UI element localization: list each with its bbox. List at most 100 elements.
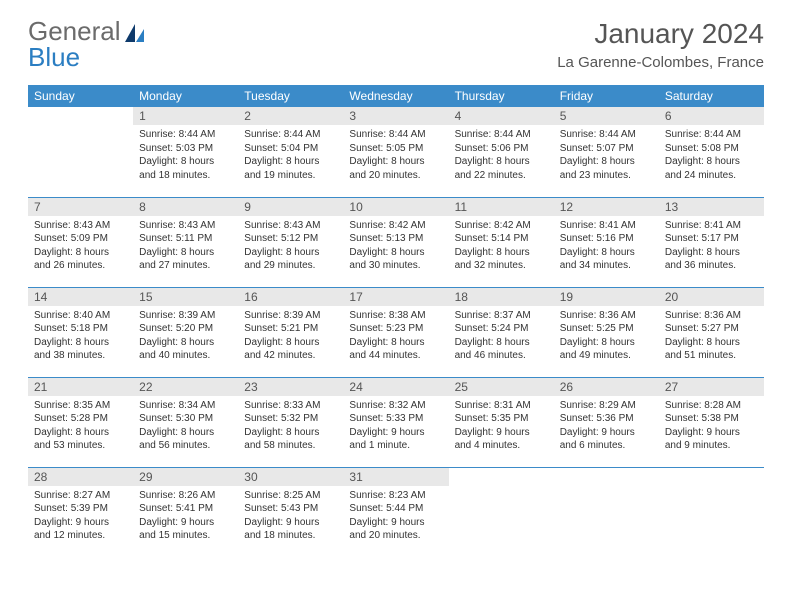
day-details: Sunrise: 8:27 AMSunset: 5:39 PMDaylight:… — [28, 486, 133, 547]
calendar-cell: 28Sunrise: 8:27 AMSunset: 5:39 PMDayligh… — [28, 467, 133, 557]
calendar-row: 14Sunrise: 8:40 AMSunset: 5:18 PMDayligh… — [28, 287, 764, 377]
calendar-cell: 4Sunrise: 8:44 AMSunset: 5:06 PMDaylight… — [449, 107, 554, 197]
day-details: Sunrise: 8:31 AMSunset: 5:35 PMDaylight:… — [449, 396, 554, 457]
day-number: 28 — [28, 468, 133, 486]
calendar-cell: 17Sunrise: 8:38 AMSunset: 5:23 PMDayligh… — [343, 287, 448, 377]
day-header: Tuesday — [238, 85, 343, 107]
day-details: Sunrise: 8:43 AMSunset: 5:12 PMDaylight:… — [238, 216, 343, 277]
day-details: Sunrise: 8:41 AMSunset: 5:16 PMDaylight:… — [554, 216, 659, 277]
calendar-cell: 13Sunrise: 8:41 AMSunset: 5:17 PMDayligh… — [659, 197, 764, 287]
day-details: Sunrise: 8:44 AMSunset: 5:05 PMDaylight:… — [343, 125, 448, 186]
day-number: 27 — [659, 378, 764, 396]
day-details: Sunrise: 8:39 AMSunset: 5:20 PMDaylight:… — [133, 306, 238, 367]
calendar-row: 28Sunrise: 8:27 AMSunset: 5:39 PMDayligh… — [28, 467, 764, 557]
day-details: Sunrise: 8:42 AMSunset: 5:14 PMDaylight:… — [449, 216, 554, 277]
calendar-cell: 23Sunrise: 8:33 AMSunset: 5:32 PMDayligh… — [238, 377, 343, 467]
calendar-cell: 6Sunrise: 8:44 AMSunset: 5:08 PMDaylight… — [659, 107, 764, 197]
day-number: 18 — [449, 288, 554, 306]
day-number: 23 — [238, 378, 343, 396]
day-details: Sunrise: 8:44 AMSunset: 5:07 PMDaylight:… — [554, 125, 659, 186]
day-details: Sunrise: 8:43 AMSunset: 5:09 PMDaylight:… — [28, 216, 133, 277]
sail-icon — [123, 22, 147, 44]
day-number: 3 — [343, 107, 448, 125]
calendar-row: 1Sunrise: 8:44 AMSunset: 5:03 PMDaylight… — [28, 107, 764, 197]
day-number: 12 — [554, 198, 659, 216]
day-details: Sunrise: 8:28 AMSunset: 5:38 PMDaylight:… — [659, 396, 764, 457]
day-details: Sunrise: 8:44 AMSunset: 5:03 PMDaylight:… — [133, 125, 238, 186]
day-number: 6 — [659, 107, 764, 125]
brand-logo: GeneralBlue — [28, 18, 147, 70]
day-details: Sunrise: 8:32 AMSunset: 5:33 PMDaylight:… — [343, 396, 448, 457]
calendar-cell: 22Sunrise: 8:34 AMSunset: 5:30 PMDayligh… — [133, 377, 238, 467]
calendar-cell: 25Sunrise: 8:31 AMSunset: 5:35 PMDayligh… — [449, 377, 554, 467]
day-header: Sunday — [28, 85, 133, 107]
day-details: Sunrise: 8:25 AMSunset: 5:43 PMDaylight:… — [238, 486, 343, 547]
day-header: Thursday — [449, 85, 554, 107]
day-details: Sunrise: 8:43 AMSunset: 5:11 PMDaylight:… — [133, 216, 238, 277]
day-details: Sunrise: 8:44 AMSunset: 5:06 PMDaylight:… — [449, 125, 554, 186]
day-number: 26 — [554, 378, 659, 396]
day-number: 25 — [449, 378, 554, 396]
day-number: 7 — [28, 198, 133, 216]
calendar-cell: 2Sunrise: 8:44 AMSunset: 5:04 PMDaylight… — [238, 107, 343, 197]
day-details: Sunrise: 8:34 AMSunset: 5:30 PMDaylight:… — [133, 396, 238, 457]
day-number: 29 — [133, 468, 238, 486]
day-details: Sunrise: 8:42 AMSunset: 5:13 PMDaylight:… — [343, 216, 448, 277]
calendar-cell: 16Sunrise: 8:39 AMSunset: 5:21 PMDayligh… — [238, 287, 343, 377]
calendar-cell: 10Sunrise: 8:42 AMSunset: 5:13 PMDayligh… — [343, 197, 448, 287]
calendar-cell: 1Sunrise: 8:44 AMSunset: 5:03 PMDaylight… — [133, 107, 238, 197]
day-number: 17 — [343, 288, 448, 306]
day-number: 20 — [659, 288, 764, 306]
calendar-cell: 8Sunrise: 8:43 AMSunset: 5:11 PMDaylight… — [133, 197, 238, 287]
calendar-cell: 5Sunrise: 8:44 AMSunset: 5:07 PMDaylight… — [554, 107, 659, 197]
day-number: 13 — [659, 198, 764, 216]
day-details: Sunrise: 8:38 AMSunset: 5:23 PMDaylight:… — [343, 306, 448, 367]
day-details: Sunrise: 8:23 AMSunset: 5:44 PMDaylight:… — [343, 486, 448, 547]
brand-part1: General — [28, 18, 121, 44]
day-number: 10 — [343, 198, 448, 216]
calendar-table: SundayMondayTuesdayWednesdayThursdayFrid… — [28, 85, 764, 557]
day-number: 22 — [133, 378, 238, 396]
day-number: 1 — [133, 107, 238, 125]
day-details: Sunrise: 8:44 AMSunset: 5:04 PMDaylight:… — [238, 125, 343, 186]
day-details: Sunrise: 8:26 AMSunset: 5:41 PMDaylight:… — [133, 486, 238, 547]
day-details: Sunrise: 8:44 AMSunset: 5:08 PMDaylight:… — [659, 125, 764, 186]
day-details: Sunrise: 8:35 AMSunset: 5:28 PMDaylight:… — [28, 396, 133, 457]
calendar-cell: 21Sunrise: 8:35 AMSunset: 5:28 PMDayligh… — [28, 377, 133, 467]
calendar-cell: 26Sunrise: 8:29 AMSunset: 5:36 PMDayligh… — [554, 377, 659, 467]
month-title: January 2024 — [557, 18, 764, 50]
page-header: GeneralBlue January 2024 La Garenne-Colo… — [0, 0, 792, 77]
calendar-cell: 30Sunrise: 8:25 AMSunset: 5:43 PMDayligh… — [238, 467, 343, 557]
day-number: 5 — [554, 107, 659, 125]
calendar-row: 21Sunrise: 8:35 AMSunset: 5:28 PMDayligh… — [28, 377, 764, 467]
title-block: January 2024 La Garenne-Colombes, France — [557, 18, 764, 71]
day-number: 4 — [449, 107, 554, 125]
day-number: 31 — [343, 468, 448, 486]
day-number: 9 — [238, 198, 343, 216]
calendar-cell — [554, 467, 659, 557]
calendar-row: 7Sunrise: 8:43 AMSunset: 5:09 PMDaylight… — [28, 197, 764, 287]
calendar-cell: 12Sunrise: 8:41 AMSunset: 5:16 PMDayligh… — [554, 197, 659, 287]
day-details: Sunrise: 8:33 AMSunset: 5:32 PMDaylight:… — [238, 396, 343, 457]
day-number: 11 — [449, 198, 554, 216]
day-details: Sunrise: 8:40 AMSunset: 5:18 PMDaylight:… — [28, 306, 133, 367]
location-text: La Garenne-Colombes, France — [557, 54, 764, 71]
calendar-cell: 18Sunrise: 8:37 AMSunset: 5:24 PMDayligh… — [449, 287, 554, 377]
calendar-cell: 14Sunrise: 8:40 AMSunset: 5:18 PMDayligh… — [28, 287, 133, 377]
day-details: Sunrise: 8:36 AMSunset: 5:27 PMDaylight:… — [659, 306, 764, 367]
day-header-row: SundayMondayTuesdayWednesdayThursdayFrid… — [28, 85, 764, 107]
day-header: Wednesday — [343, 85, 448, 107]
day-header: Friday — [554, 85, 659, 107]
calendar-cell: 9Sunrise: 8:43 AMSunset: 5:12 PMDaylight… — [238, 197, 343, 287]
calendar-cell: 11Sunrise: 8:42 AMSunset: 5:14 PMDayligh… — [449, 197, 554, 287]
day-details: Sunrise: 8:39 AMSunset: 5:21 PMDaylight:… — [238, 306, 343, 367]
day-details: Sunrise: 8:29 AMSunset: 5:36 PMDaylight:… — [554, 396, 659, 457]
day-number: 8 — [133, 198, 238, 216]
day-header: Monday — [133, 85, 238, 107]
calendar-cell — [449, 467, 554, 557]
day-details: Sunrise: 8:37 AMSunset: 5:24 PMDaylight:… — [449, 306, 554, 367]
day-number: 14 — [28, 288, 133, 306]
day-number: 30 — [238, 468, 343, 486]
calendar-cell: 27Sunrise: 8:28 AMSunset: 5:38 PMDayligh… — [659, 377, 764, 467]
calendar-cell: 19Sunrise: 8:36 AMSunset: 5:25 PMDayligh… — [554, 287, 659, 377]
